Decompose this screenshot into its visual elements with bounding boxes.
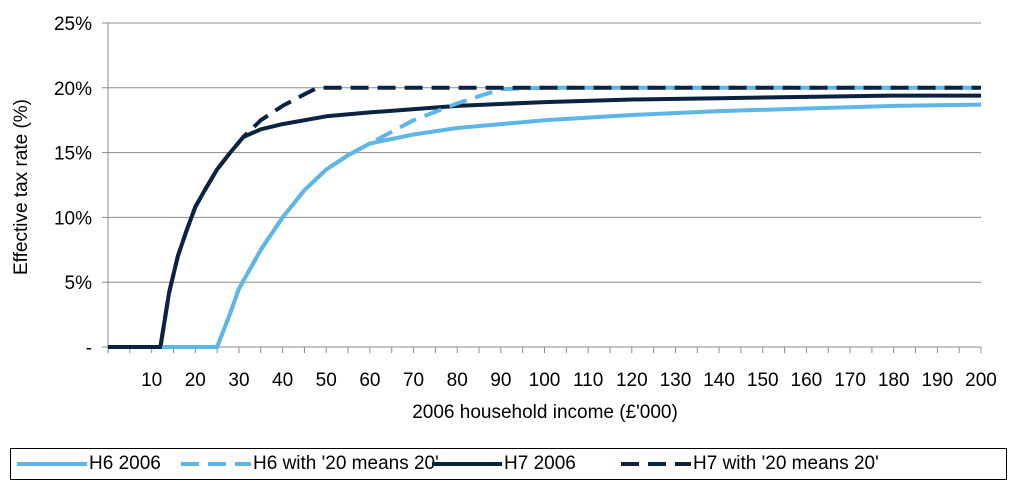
legend-swatch: [17, 462, 87, 466]
x-tick-label: 30: [228, 370, 249, 391]
x-tick-label: 160: [791, 370, 823, 391]
x-tick-label: 170: [834, 370, 866, 391]
y-tick-label: 5%: [65, 273, 93, 294]
x-axis-title: 2006 household income (£'000): [412, 402, 678, 423]
x-tick-label: 10: [141, 370, 162, 391]
x-tick-label: 120: [616, 370, 648, 391]
legend-item: H6 with '20 means 20': [181, 449, 439, 479]
legend-swatch: [621, 462, 691, 466]
legend-label: H6 2006: [89, 453, 161, 474]
x-tick-label: 200: [965, 370, 997, 391]
legend-item: H7 2006: [432, 449, 576, 479]
chart-svg: - 5% 10% 15% 20% 25% 10 20 30 40 50 60 70 80 90 100 110…: [11, 14, 997, 423]
y-tick-label: 25%: [54, 14, 92, 35]
x-tick-label: 70: [403, 370, 424, 391]
x-tick-label: 90: [490, 370, 511, 391]
x-tick-label: 150: [747, 370, 779, 391]
legend-swatch: [432, 462, 502, 466]
x-tick-label: 190: [921, 370, 953, 391]
x-tick-label: 100: [529, 370, 561, 391]
x-tick-label: 60: [359, 370, 380, 391]
y-tick-label: 10%: [54, 208, 92, 229]
legend-item: H7 with '20 means 20': [621, 449, 879, 479]
axes: [107, 23, 982, 353]
y-tick-label: 20%: [54, 79, 92, 100]
chart-legend: H6 2006 H6 with '20 means 20' H7 2006 H7 wi…: [10, 448, 1007, 480]
x-tick-label: 20: [185, 370, 206, 391]
series-line-3: [108, 93, 981, 349]
series-layer: [108, 85, 982, 349]
legend-label: H6 with '20 means 20': [253, 453, 439, 474]
legend-label: H7 with '20 means 20': [693, 453, 879, 474]
legend-item: H6 2006: [17, 449, 161, 479]
legend-swatch: [181, 462, 251, 466]
x-tick-label: 80: [447, 370, 468, 391]
x-tick-label: 140: [703, 370, 735, 391]
y-tick-labels: - 5% 10% 15% 20% 25%: [54, 14, 92, 359]
x-tick-label: 180: [878, 370, 910, 391]
x-tick-labels: 10 20 30 40 50 60 70 80 90 100 110 120 130 140 150 160 1…: [141, 370, 997, 391]
y-tick-label: 15%: [54, 144, 92, 165]
series-line-4: [108, 85, 981, 349]
x-tick-label: 40: [272, 370, 293, 391]
gridlines: [102, 22, 981, 348]
x-tick-label: 130: [660, 370, 692, 391]
y-tick-label: -: [86, 338, 92, 359]
legend-label: H7 2006: [504, 453, 576, 474]
y-axis-title: Effective tax rate (%): [11, 99, 32, 275]
x-tick-label: 110: [573, 370, 603, 391]
x-tick-label: 50: [316, 370, 337, 391]
